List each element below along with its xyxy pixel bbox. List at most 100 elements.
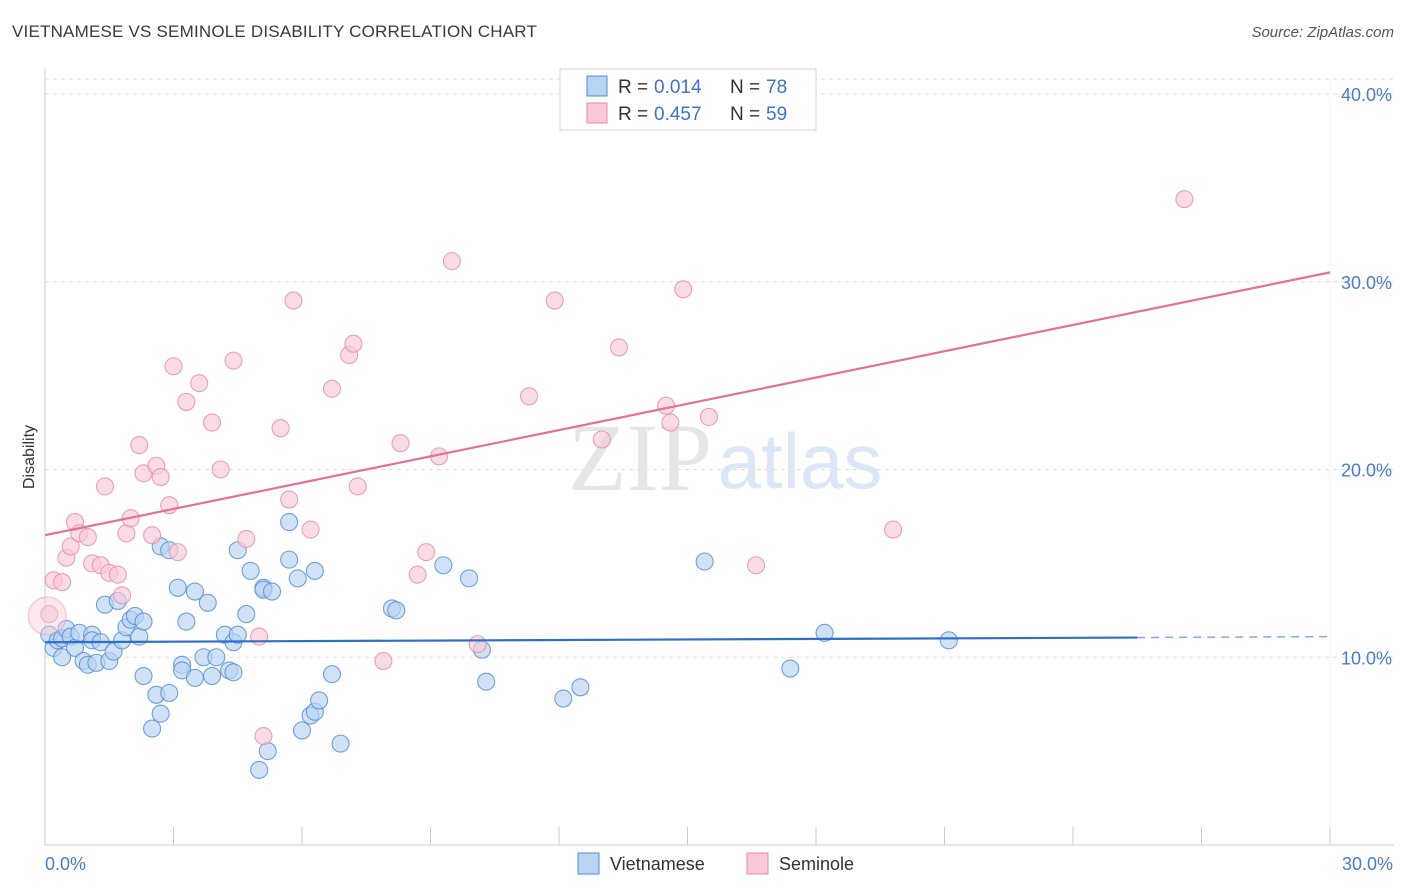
bottom-legend-label-seminole: Seminole <box>779 854 854 874</box>
trend-lines <box>44 271 1331 644</box>
point-seminole <box>699 407 718 426</box>
legend-n-value-vietnamese: 78 <box>766 77 787 98</box>
source-credit: Source: ZipAtlas.com <box>1251 24 1394 41</box>
point-vietnamese <box>434 556 453 575</box>
point-seminole <box>322 379 342 398</box>
point-seminole <box>203 413 222 432</box>
point-vietnamese <box>939 631 958 650</box>
point-seminole <box>417 543 436 562</box>
point-seminole <box>40 605 59 624</box>
point-vietnamese <box>305 561 324 580</box>
point-seminole <box>284 291 303 310</box>
point-seminole <box>113 586 132 605</box>
point-vietnamese <box>331 734 350 753</box>
point-seminole <box>519 387 539 406</box>
point-seminole <box>224 351 243 370</box>
point-seminole <box>61 537 80 556</box>
point-vietnamese <box>185 668 204 687</box>
point-seminole <box>408 565 427 584</box>
axes <box>44 68 1394 846</box>
y-axis-title: Disability <box>21 425 38 489</box>
bottom-legend-swatch-seminole <box>746 852 769 875</box>
point-vietnamese <box>554 689 573 708</box>
point-vietnamese <box>207 648 226 667</box>
point-seminole <box>250 627 269 646</box>
point-seminole <box>177 392 196 411</box>
point-seminole <box>95 477 115 496</box>
point-seminole <box>108 565 127 584</box>
legend-swatch-vietnamese <box>586 75 608 97</box>
point-seminole <box>130 436 149 455</box>
bottom-legend: Vietnamese Seminole <box>577 852 854 875</box>
point-seminole <box>344 334 363 353</box>
point-vietnamese <box>781 659 800 678</box>
point-vietnamese <box>198 593 217 612</box>
point-vietnamese <box>151 704 170 723</box>
point-seminole <box>151 467 170 487</box>
point-vietnamese <box>477 672 496 691</box>
y-tick-label: 30.0% <box>1341 273 1392 293</box>
point-vietnamese <box>203 666 222 686</box>
point-vietnamese <box>815 623 834 642</box>
point-seminole <box>271 419 290 438</box>
point-vietnamese <box>241 561 260 580</box>
point-seminole <box>442 252 461 271</box>
point-seminole <box>746 556 766 575</box>
point-seminole <box>592 430 611 449</box>
point-seminole <box>391 434 410 453</box>
point-seminole <box>884 520 903 539</box>
bottom-legend-label-vietnamese: Vietnamese <box>610 854 705 874</box>
point-seminole <box>374 651 393 671</box>
point-seminole <box>254 727 273 746</box>
y-tick-label: 20.0% <box>1341 461 1392 481</box>
point-vietnamese <box>53 648 72 667</box>
point-vietnamese <box>262 582 282 601</box>
point-vietnamese <box>228 625 247 644</box>
point-vietnamese <box>310 691 329 710</box>
point-seminole <box>78 528 97 547</box>
y-tick-label: 40.0% <box>1341 85 1392 105</box>
x-tick-label: 0.0% <box>45 854 86 874</box>
point-vietnamese <box>280 513 299 532</box>
trendline-seminole <box>44 271 1331 537</box>
watermark: ZIP atlas <box>568 404 882 511</box>
point-seminole <box>1175 190 1194 209</box>
point-seminole <box>468 635 487 654</box>
point-seminole <box>53 573 72 592</box>
point-seminole <box>190 374 209 393</box>
point-seminole <box>117 524 136 543</box>
point-seminole <box>164 357 183 376</box>
point-seminole <box>661 413 680 432</box>
point-vietnamese <box>292 721 312 740</box>
legend-r-label-seminole: R = <box>618 104 648 125</box>
point-vietnamese <box>177 612 196 631</box>
chart-title: VIETNAMESE VS SEMINOLE DISABILITY CORREL… <box>12 22 538 41</box>
watermark-zip: ZIP <box>568 404 712 511</box>
point-vietnamese <box>160 683 179 702</box>
y-tick-label: 10.0% <box>1341 648 1392 668</box>
point-seminole <box>211 460 230 479</box>
legend-r-label-vietnamese: R = <box>618 77 648 98</box>
point-vietnamese <box>250 760 269 779</box>
point-seminole <box>657 396 676 415</box>
point-vietnamese <box>459 569 479 588</box>
legend-n-value-seminole: 59 <box>766 104 787 125</box>
x-tick-label: 30.0% <box>1342 854 1393 874</box>
point-vietnamese <box>224 663 243 682</box>
point-vietnamese <box>322 665 342 684</box>
point-vietnamese <box>280 550 299 569</box>
tick-labels: 10.0% 20.0% 30.0% 40.0% 0.0% 30.0% <box>45 85 1393 874</box>
point-seminole <box>609 338 629 357</box>
point-vietnamese <box>695 552 714 571</box>
series-seminole-points <box>27 190 1194 746</box>
point-vietnamese <box>143 719 162 738</box>
point-seminole <box>301 520 320 539</box>
point-vietnamese <box>288 569 307 588</box>
legend-n-label-seminole: N = <box>730 104 760 125</box>
point-seminole <box>237 529 256 549</box>
bottom-legend-swatch-vietnamese <box>577 852 600 875</box>
point-seminole <box>348 477 367 496</box>
point-seminole <box>674 280 693 299</box>
legend: R = 0.014 N = 78 R = 0.457 N = 59 <box>559 68 817 131</box>
